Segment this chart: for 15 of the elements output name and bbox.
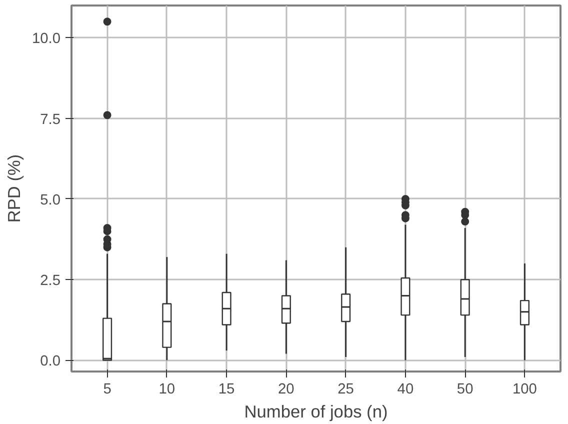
y-tick-label: 0.0	[40, 354, 60, 370]
y-tick-label: 2.5	[40, 273, 60, 290]
y-tick-label: 7.5	[40, 112, 60, 128]
x-tick-label: 40	[397, 382, 414, 398]
y-tick-label: 10.0	[32, 31, 61, 48]
x-tick-label: 50	[456, 382, 474, 398]
y-tick-label: 5.0	[40, 192, 60, 208]
x-tick-label: 15	[218, 382, 235, 398]
x-tick-label: 5	[103, 382, 112, 398]
x-axis-title: Number of jobs (n)	[244, 402, 388, 422]
x-tick-label: 25	[338, 382, 354, 398]
x-tick-label: 10	[158, 382, 176, 398]
x-tick-label: 20	[278, 382, 294, 398]
x-tick-label: 100	[512, 382, 537, 398]
y-axis-title: RPD (%)	[4, 154, 24, 223]
